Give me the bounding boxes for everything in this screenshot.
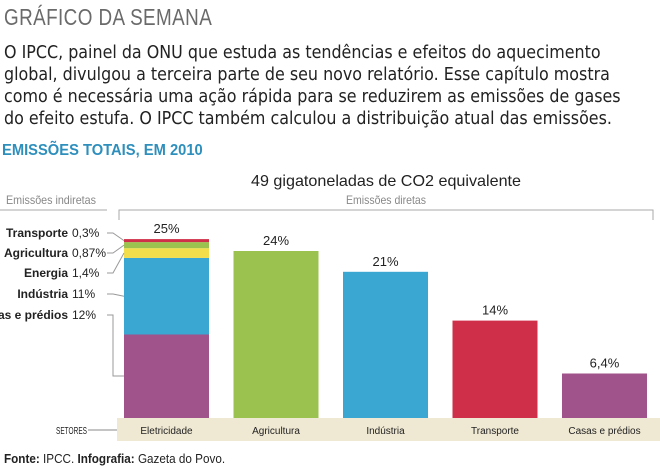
sectors-strip bbox=[117, 418, 660, 441]
chart-title: 49 gigatoneladas de CO2 equivalente bbox=[251, 173, 521, 190]
legend-leader-agricultura bbox=[107, 244, 125, 254]
intro-line: global, divulgou a terceira parte de seu… bbox=[4, 65, 610, 85]
value-label-eletricidade: 25% bbox=[153, 221, 179, 236]
legend-name-agricultura: Agricultura bbox=[4, 246, 68, 260]
legend-value-industria: 11% bbox=[72, 287, 95, 301]
source-note: Fonte: IPCC. Infografia: Gazeta do Povo. bbox=[4, 451, 225, 466]
category-label-eletricidade: Eletricidade bbox=[140, 426, 193, 437]
sectors-label: SETORES bbox=[56, 426, 87, 437]
legend-name-industria: Indústria bbox=[17, 287, 68, 301]
legend-name-casas-e-predios: Casas e prédios bbox=[0, 308, 68, 322]
intro-line: do efeito estufa. O IPCC também calculou… bbox=[4, 109, 612, 129]
value-label-transporte: 14% bbox=[482, 303, 508, 318]
bar-industria bbox=[343, 271, 428, 418]
intro-line: como é necessária uma ação rápida para s… bbox=[4, 87, 621, 107]
value-label-industria: 21% bbox=[372, 254, 398, 269]
page-title: GRÁFICO DA SEMANA bbox=[4, 4, 213, 30]
section-title: EMISSÕES TOTAIS, EM 2010 bbox=[2, 142, 203, 159]
direct-group-bracket bbox=[118, 209, 654, 220]
legend-value-agricultura: 0,87% bbox=[72, 246, 106, 260]
legend-value-energia: 1,4% bbox=[72, 266, 100, 280]
category-label-transporte: Transporte bbox=[471, 426, 519, 437]
legend-name-transporte: Transporte bbox=[6, 226, 68, 240]
bar-segment-energia bbox=[124, 248, 209, 258]
bar-transporte bbox=[452, 320, 538, 418]
value-label-casas-e-predios: 6,4% bbox=[590, 356, 620, 371]
direct-emissions-label: Emissões diretas bbox=[346, 193, 426, 207]
legend-leader-industria bbox=[107, 293, 125, 297]
bar-segment-agricultura bbox=[124, 242, 209, 249]
source-label: Fonte: bbox=[4, 451, 40, 466]
bar-segment-industria bbox=[124, 257, 209, 335]
bar-casas-e-predios bbox=[562, 373, 647, 418]
value-label-agricultura: 24% bbox=[263, 233, 289, 248]
legend-value-casas-e-predios: 12% bbox=[72, 308, 96, 322]
source-value: IPCC. bbox=[43, 451, 75, 466]
bar-agricultura bbox=[233, 251, 319, 418]
legend-leader-casas-e-predios bbox=[107, 314, 124, 377]
legend-leader-transporte bbox=[107, 232, 125, 242]
infographic-label: Infografia: bbox=[77, 451, 135, 466]
legend-leader-energia bbox=[107, 252, 125, 274]
legend-value-transporte: 0,3% bbox=[72, 226, 100, 240]
infographic-value: Gazeta do Povo. bbox=[137, 451, 226, 466]
category-label-agricultura: Agricultura bbox=[252, 426, 300, 437]
intro-line: O IPCC, painel da ONU que estuda as tend… bbox=[4, 43, 601, 63]
bar-segment-casas-e-predios bbox=[124, 334, 209, 418]
category-label-casas-e-predios: Casas e prédios bbox=[568, 426, 640, 437]
indirect-emissions-label: Emissões indiretas bbox=[6, 193, 96, 207]
legend-name-energia: Energia bbox=[24, 266, 68, 280]
bar-segment-transporte bbox=[124, 239, 209, 243]
category-label-industria: Indústria bbox=[366, 426, 405, 437]
intro-paragraph: O IPCC, painel da ONU que estuda as tend… bbox=[4, 42, 621, 130]
